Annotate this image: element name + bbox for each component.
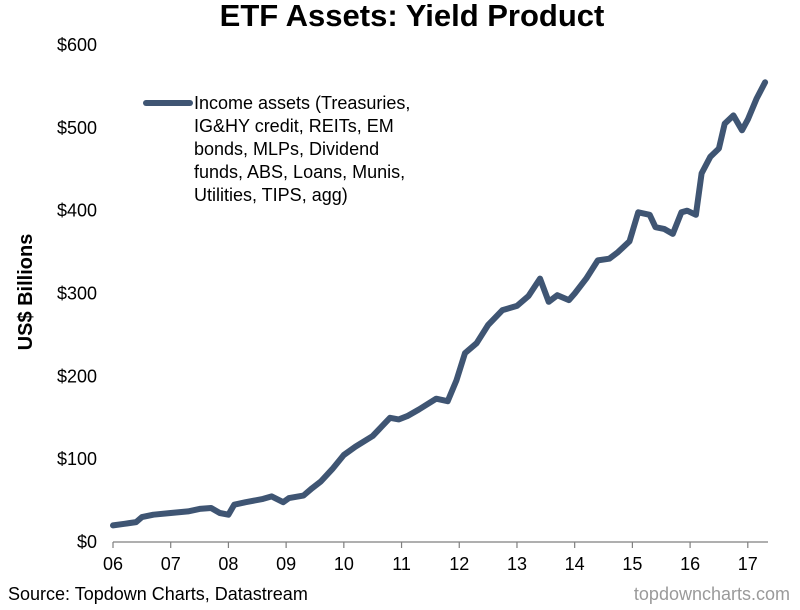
y-tick-label: $300 <box>57 284 97 304</box>
x-tick-label: 16 <box>680 554 700 574</box>
series-line-income-assets <box>110 79 769 529</box>
x-tick-label: 14 <box>565 554 585 574</box>
chart-title: ETF Assets: Yield Product <box>220 0 605 33</box>
y-tick-label: $600 <box>57 35 97 55</box>
legend-label-line: funds, ABS, Loans, Munis, <box>194 162 405 182</box>
source-note: Source: Topdown Charts, Datastream <box>8 584 308 604</box>
x-tick-label: 17 <box>738 554 758 574</box>
legend-label-line: IG&HY credit, REITs, EM <box>194 116 394 136</box>
x-tick-label: 12 <box>449 554 469 574</box>
y-tick-label: $500 <box>57 118 97 138</box>
x-axis: 06 07 08 09 10 11 12 13 14 15 16 17 <box>103 542 758 574</box>
x-tick-label: 11 <box>392 554 411 574</box>
y-axis: $0 $100 $200 $300 $400 $500 $600 <box>57 35 97 552</box>
legend-label-line: Income assets (Treasuries, <box>194 93 410 113</box>
y-tick-label: $400 <box>57 201 97 221</box>
x-tick-label: 15 <box>622 554 642 574</box>
x-tick-label: 13 <box>507 554 527 574</box>
x-tick-label: 06 <box>103 554 123 574</box>
y-tick-label: $0 <box>77 532 97 552</box>
legend-label-line: bonds, MLPs, Dividend <box>194 139 379 159</box>
y-tick-label: $100 <box>57 449 97 469</box>
x-tick-label: 08 <box>218 554 238 574</box>
x-tick-label: 09 <box>276 554 296 574</box>
brand-watermark: topdowncharts.com <box>634 584 790 604</box>
legend-label-line: Utilities, TIPS, agg) <box>194 185 348 205</box>
y-tick-label: $200 <box>57 366 97 386</box>
legend: Income assets (Treasuries, IG&HY credit, … <box>143 93 410 205</box>
x-tick-label: 10 <box>334 554 354 574</box>
y-axis-label: US$ Billions <box>15 234 37 351</box>
x-tick-label: 07 <box>161 554 181 574</box>
